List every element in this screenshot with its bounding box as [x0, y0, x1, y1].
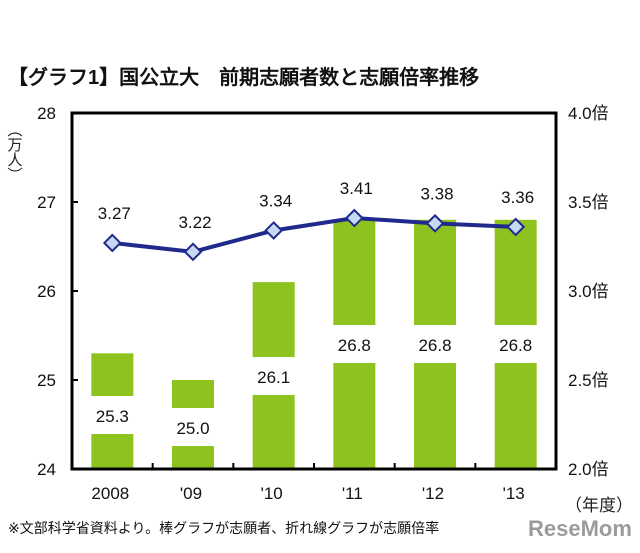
ratio-value-label: 3.22: [178, 213, 211, 232]
y2-tick-label: 4.0倍: [568, 104, 609, 123]
ratio-value-label: 3.38: [420, 184, 453, 203]
y-tick-label: 28: [37, 104, 56, 123]
ratio-value-label: 3.27: [98, 204, 131, 223]
ratio-marker: [264, 221, 284, 240]
bar-value-label: 26.8: [418, 336, 451, 355]
bar-label-gap: [330, 325, 379, 363]
ratio-value-label: 3.36: [501, 188, 534, 207]
ratio-line: 3.27 3.22 3.34 3.41 3.38 3.36: [98, 179, 534, 262]
bar-value-label: 26.1: [257, 368, 290, 387]
bar-value-label: 26.8: [499, 336, 532, 355]
ratio-value-label: 3.34: [259, 191, 292, 210]
x-tick-label: 2008: [91, 484, 129, 503]
ratio-value-label: 3.41: [340, 179, 373, 198]
y2-tick-label: 3.5倍: [568, 193, 609, 212]
footnote: ※文部科学省資料より。棒グラフが志願者、折れ線グラフが志願倍率: [8, 520, 439, 536]
ratio-marker: [425, 213, 445, 233]
bar-value-label: 25.0: [176, 419, 209, 438]
bar-value-label: 25.3: [96, 407, 129, 426]
y-tick-label: 26: [37, 282, 56, 301]
x-tick-label: '09: [180, 484, 202, 503]
bar-label-gap: [249, 357, 298, 395]
ratio-marker: [102, 233, 122, 253]
x-axis-label: （年度）: [565, 496, 633, 515]
ratio-marker: [344, 208, 364, 228]
y-axis-label: （万人）: [6, 122, 23, 182]
bar-label-gap: [88, 396, 137, 434]
bar-label-gap: [169, 408, 217, 446]
bar-label-gap: [411, 325, 459, 363]
ratio-marker: [183, 242, 203, 262]
chart-title: 【グラフ1】国公立大 前期志願者数と志願倍率推移: [8, 65, 479, 89]
bar-value-label: 26.8: [338, 336, 371, 355]
x-tick-label: '11: [342, 484, 363, 503]
y2-tick-label: 2.5倍: [568, 371, 609, 390]
y-tick-label: 27: [37, 193, 56, 212]
y2-tick-label: 2.0倍: [568, 460, 609, 479]
bars: 25.3 25.0 26.1 26.8 26.8 26.8: [88, 219, 540, 469]
y2-tick-label: 3.0倍: [568, 282, 609, 301]
x-tick-label: '12: [422, 484, 444, 503]
plot-frame: [70, 111, 558, 471]
ratio-marker: [506, 217, 526, 237]
axes: 2008 '09 '10 '11 '12 '13 24 25 26 27 28 2.0倍 2.5倍 3.0…: [37, 104, 609, 503]
watermark-logo: ReseMom: [528, 516, 632, 541]
bar-label-gap: [491, 325, 540, 363]
x-tick-label: '13: [503, 484, 525, 503]
y-tick-label: 24: [37, 460, 56, 479]
ratio-line-path: [112, 216, 516, 254]
y-tick-label: 25: [37, 371, 56, 390]
x-tick-label: '10: [261, 484, 283, 503]
